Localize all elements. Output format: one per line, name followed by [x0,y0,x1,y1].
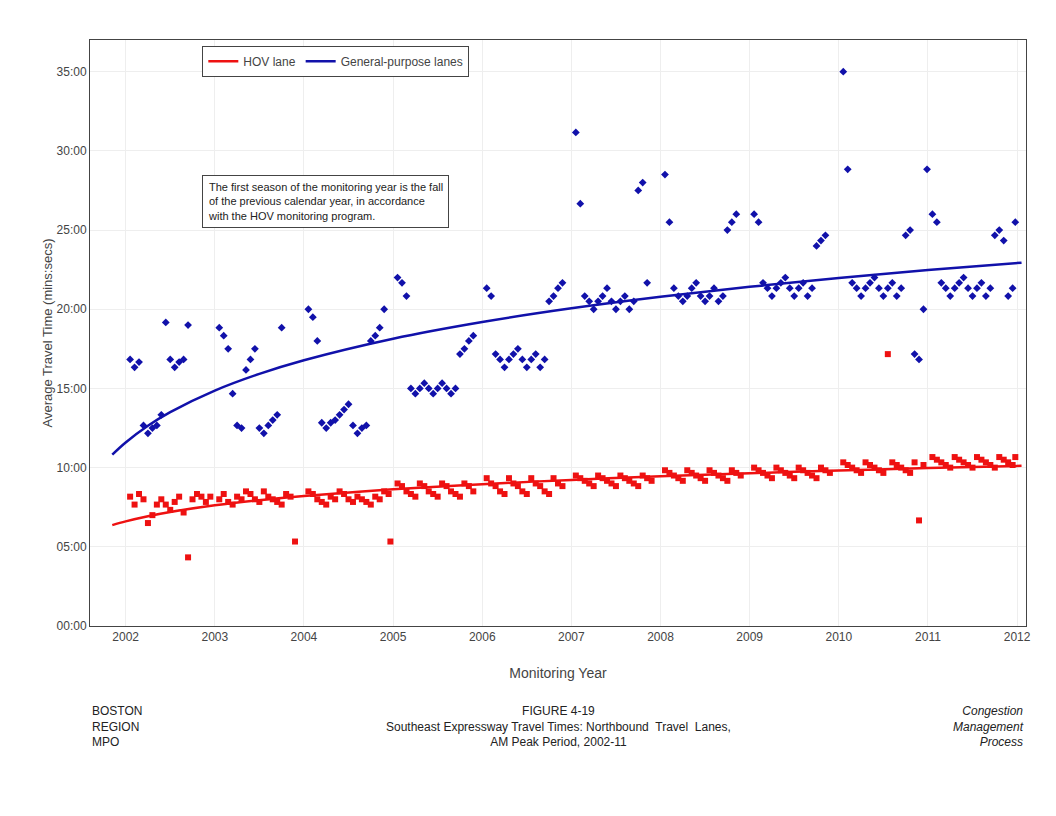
svg-text:2010: 2010 [825,630,852,644]
svg-text:HOV lane: HOV lane [243,55,295,69]
svg-text:2004: 2004 [291,630,318,644]
svg-text:BOSTONREGIONMPO: BOSTONREGIONMPO [92,704,142,749]
svg-text:General-purpose lanes: General-purpose lanes [341,55,463,69]
svg-text:2012: 2012 [1004,630,1031,644]
svg-text:35:00: 35:00 [57,65,87,79]
svg-text:15:00: 15:00 [57,382,87,396]
svg-text:10:00: 10:00 [57,461,87,475]
svg-text:20:00: 20:00 [57,302,87,316]
svg-text:2007: 2007 [558,630,585,644]
svg-text:Average Travel Time (mins:secs: Average Travel Time (mins:secs) [40,238,55,427]
svg-text:2002: 2002 [112,630,139,644]
svg-text:2011: 2011 [915,630,941,644]
svg-text:30:00: 30:00 [57,144,87,158]
svg-text:CongestionManagementProcess: CongestionManagementProcess [953,704,1024,749]
svg-text:FIGURE 4-19Southeast Expresswa: FIGURE 4-19Southeast Expressway Travel T… [386,704,731,749]
svg-text:2005: 2005 [380,630,407,644]
svg-text:The first season of the monito: The first season of the monitoring year … [208,181,443,222]
svg-text:2003: 2003 [201,630,228,644]
svg-text:2008: 2008 [647,630,674,644]
svg-text:2006: 2006 [469,630,496,644]
svg-text:Monitoring Year: Monitoring Year [509,665,607,681]
svg-text:00:00: 00:00 [57,619,87,633]
svg-text:2009: 2009 [736,630,763,644]
svg-text:05:00: 05:00 [57,540,87,554]
svg-text:25:00: 25:00 [57,223,87,237]
